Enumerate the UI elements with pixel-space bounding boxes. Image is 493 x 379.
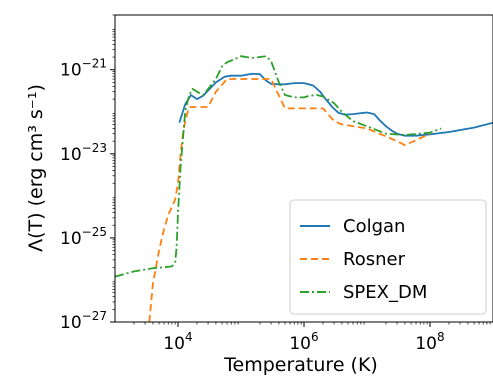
x-axis-label: Temperature (K) — [223, 354, 378, 376]
axis-layer: 104 106 108 10−27 10−25 10−23 10−21 — [60, 14, 491, 354]
y-tick-label: 10−21 — [60, 57, 107, 81]
legend-label: SPEX_DM — [343, 282, 427, 303]
x-tick-label: 108 — [415, 330, 444, 354]
series-line-colgan — [178, 72, 493, 137]
legend: Colgan Rosner SPEX_DM — [289, 199, 487, 315]
y-axis-label: Λ(T) (erg cm³ s⁻¹) — [25, 84, 47, 252]
legend-box — [289, 199, 487, 315]
y-tick-label: 10−27 — [60, 309, 107, 333]
legend-label: Rosner — [343, 249, 406, 270]
series-line-rosner — [148, 78, 431, 322]
legend-label: Colgan — [343, 216, 405, 237]
y-tick-label: 10−23 — [60, 141, 107, 165]
y-tick-label: 10−25 — [60, 225, 107, 249]
x-tick-label: 106 — [289, 330, 318, 354]
x-tick-label: 104 — [163, 330, 192, 354]
series-layer — [115, 55, 493, 322]
series-line-spex-dm — [115, 55, 442, 278]
